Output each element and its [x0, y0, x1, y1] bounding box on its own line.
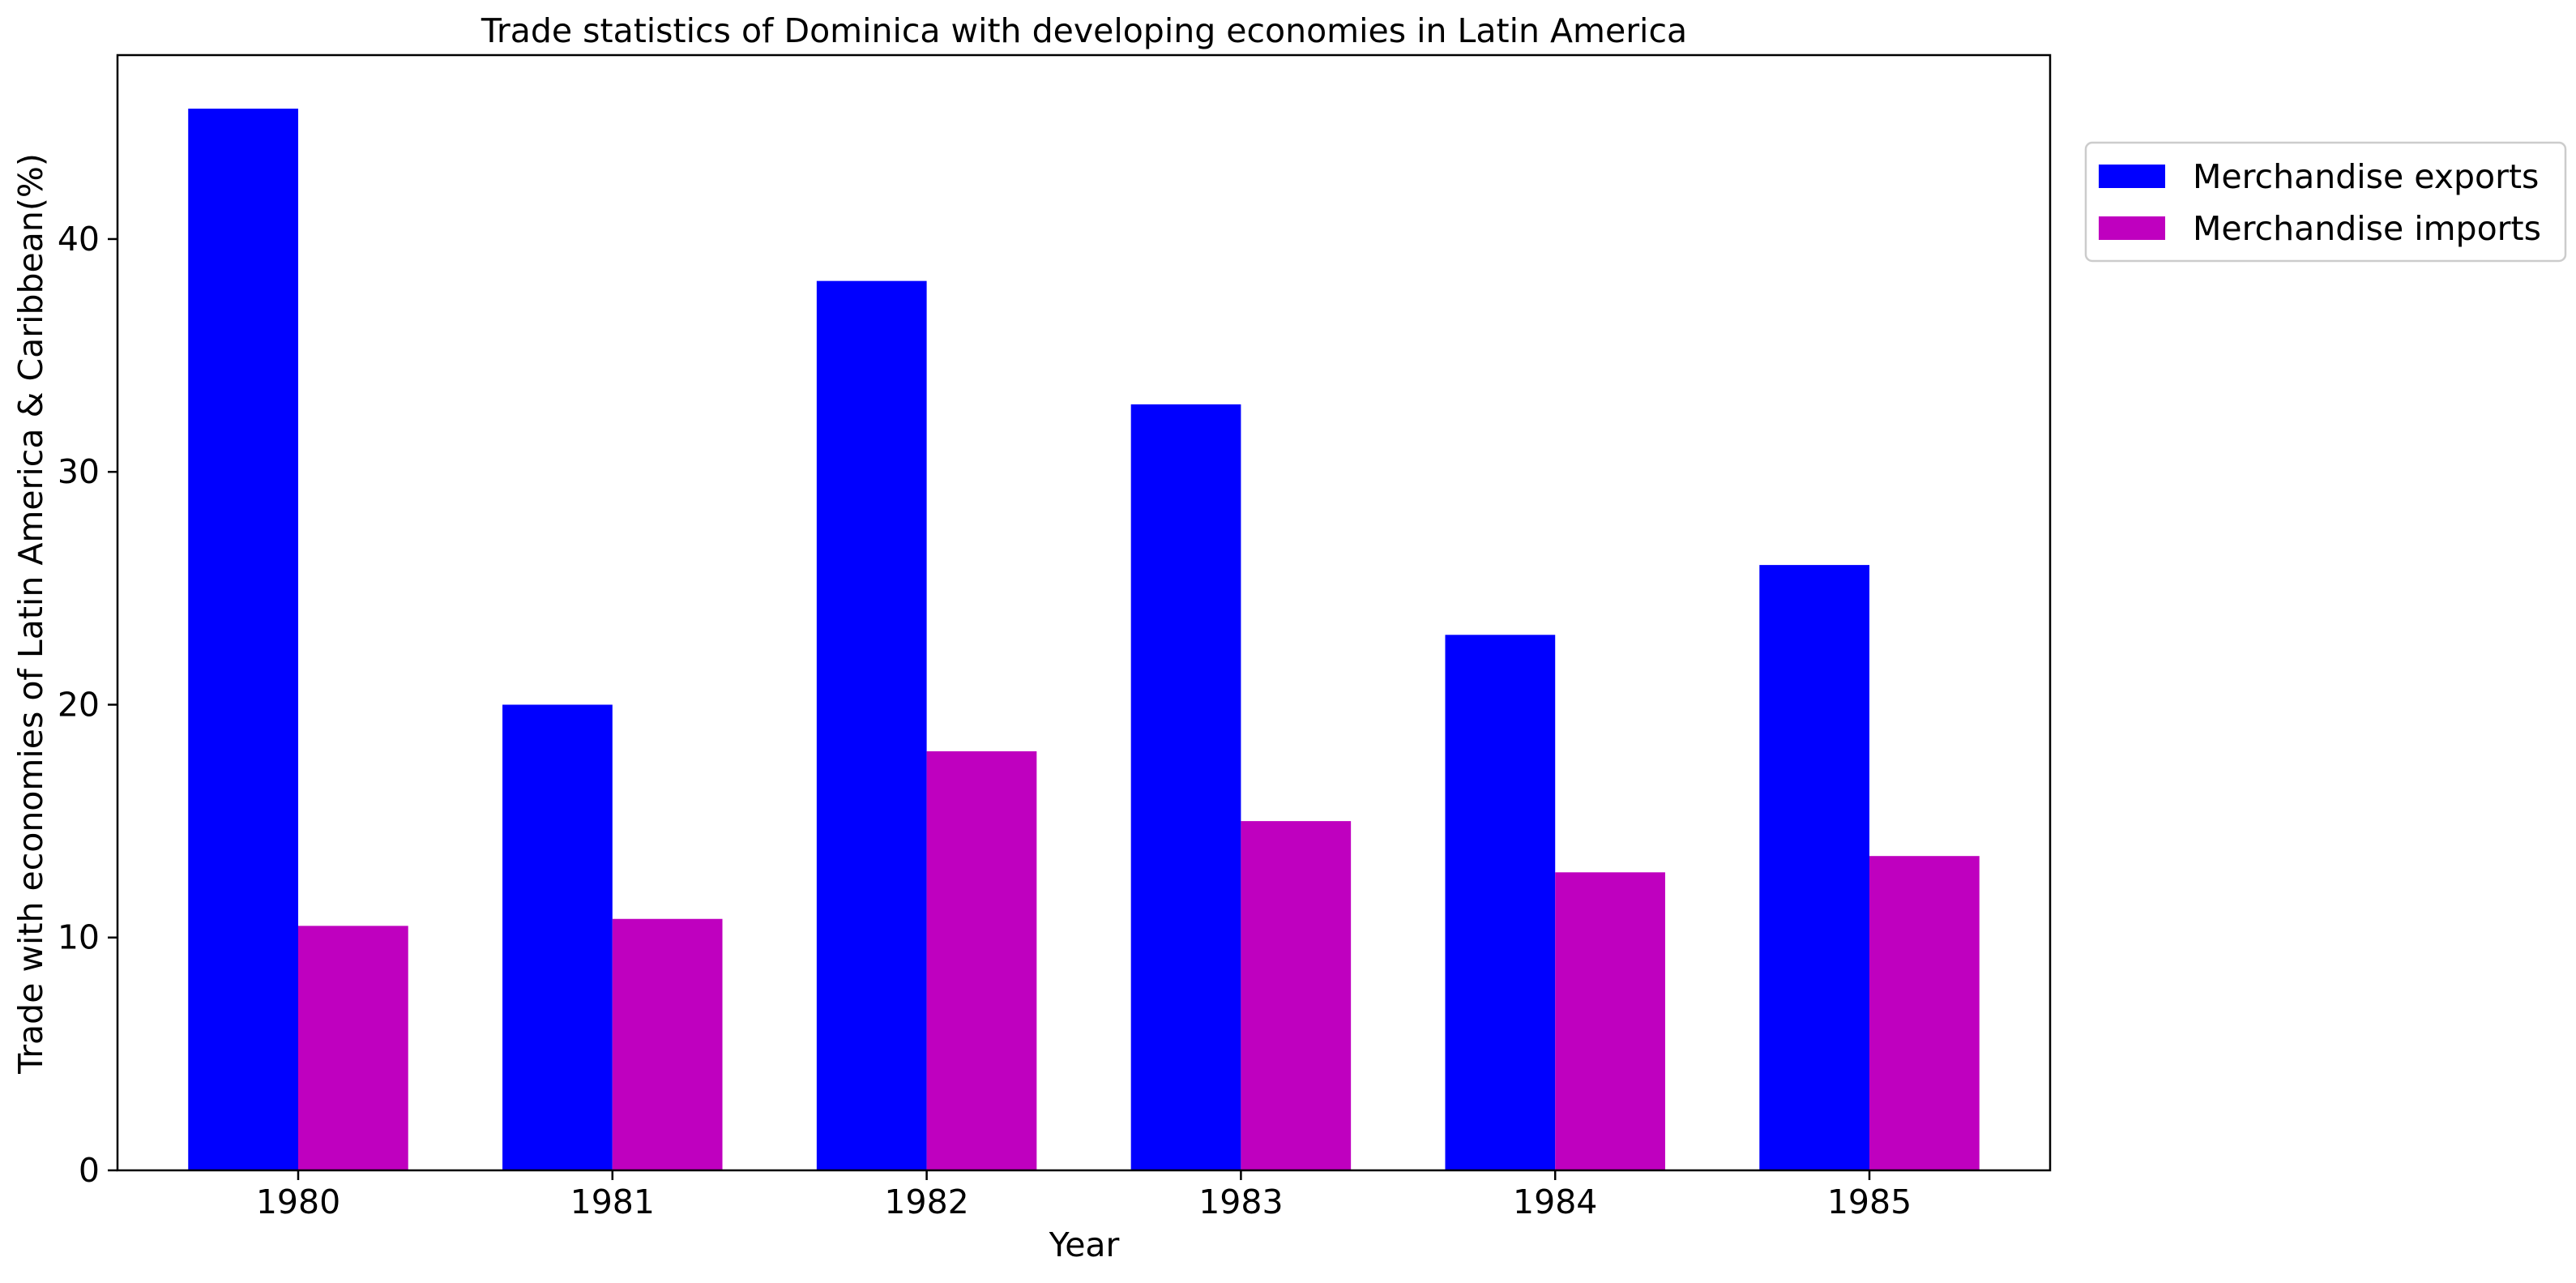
y-axis-label: Trade with economies of Latin America & …: [11, 153, 50, 1075]
bar-1-1: [612, 918, 723, 1170]
legend-swatch-1: [2099, 216, 2165, 240]
bar-0-5: [1759, 565, 1870, 1170]
bar-1-2: [926, 751, 1037, 1170]
chart-title: Trade statistics of Dominica with develo…: [481, 11, 1687, 50]
x-tick-label: 1981: [570, 1182, 655, 1221]
series-1: [297, 751, 1980, 1170]
x-tick-label: 1983: [1198, 1182, 1283, 1221]
y-tick-label: 20: [58, 685, 100, 724]
bar-0-1: [502, 704, 613, 1170]
x-tick-label: 1984: [1513, 1182, 1597, 1221]
series-0: [188, 109, 1870, 1170]
legend-label-0: Merchandise exports: [2193, 157, 2539, 196]
bar-0-2: [816, 280, 927, 1170]
bar-1-0: [297, 926, 408, 1170]
bar-0-4: [1445, 635, 1556, 1170]
plot-area-frame: [116, 53, 2052, 1172]
legend: Merchandise exports Merchandise imports: [2084, 141, 2567, 263]
bar-1-5: [1869, 856, 1980, 1170]
y-tick-label: 40: [58, 220, 100, 259]
bar-0-0: [188, 109, 298, 1170]
y-tick-label: 10: [58, 918, 100, 957]
y-tick-label: 0: [79, 1151, 100, 1190]
legend-swatch-0: [2099, 165, 2165, 188]
x-tick-label: 1982: [884, 1182, 968, 1221]
ticks-layer: 1980 1981 1982 1983 1984 1985 0 10 20 30 40: [58, 220, 1912, 1221]
bars-layer: [188, 109, 1980, 1170]
bar-1-3: [1241, 821, 1352, 1170]
legend-label-1: Merchandise imports: [2193, 209, 2541, 248]
x-axis-label: Year: [1049, 1225, 1120, 1264]
bar-0-3: [1130, 404, 1241, 1170]
legend-box: [2084, 141, 2567, 263]
y-tick-label: 30: [58, 452, 100, 491]
bar-1-4: [1555, 872, 1665, 1170]
x-tick-label: 1985: [1827, 1182, 1912, 1221]
x-tick-label: 1980: [256, 1182, 340, 1221]
